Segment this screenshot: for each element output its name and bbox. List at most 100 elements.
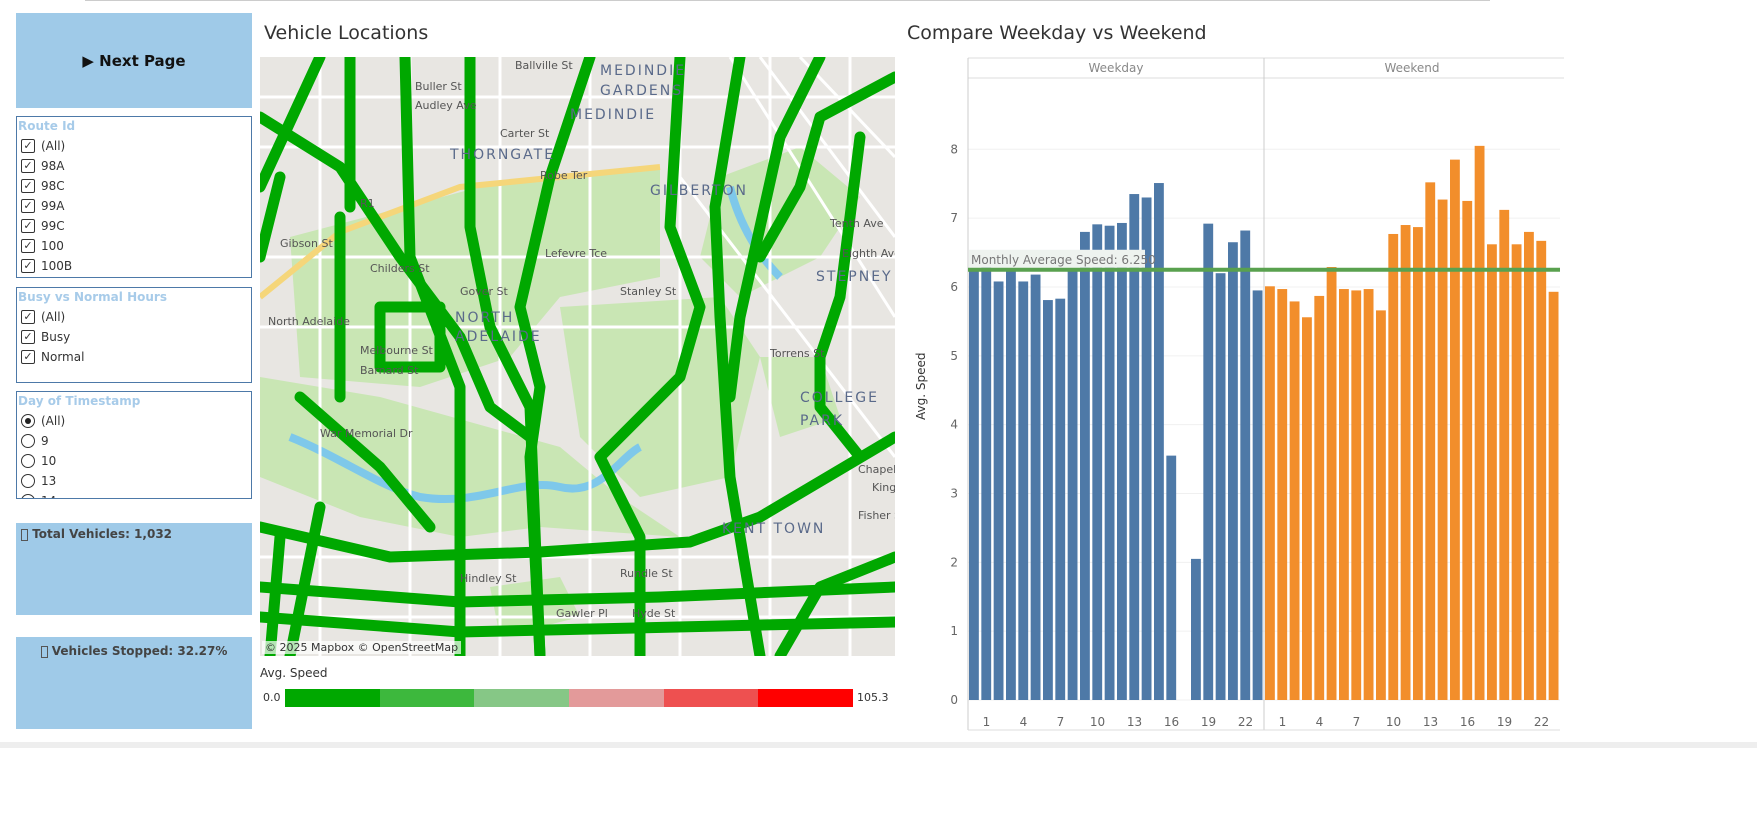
river [288, 186, 783, 504]
panel-header: Weekend [1384, 61, 1439, 75]
vehicle-location-map[interactable]: MEDINDIE GARDENS MEDINDIE THORNGATE GILBERTO… [260, 57, 895, 656]
bar-weekday-9 [1080, 231, 1090, 700]
bar-weekday-21 [1228, 242, 1238, 701]
map-label: Hindley St [460, 572, 517, 585]
filter-option[interactable]: ✓ (All) [17, 307, 251, 327]
map-label: Melbourne St [360, 344, 434, 357]
option-label: 9 [41, 434, 49, 448]
x-tick-label: 16 [1460, 715, 1475, 729]
reference-line-label: Monthly Average Speed: 6.250 [971, 253, 1156, 267]
filter-option[interactable]: 10 [17, 451, 251, 471]
checkbox-checked-icon[interactable]: ✓ [21, 350, 35, 364]
checkbox-checked-icon[interactable]: ✓ [21, 199, 35, 213]
legend-swatch [285, 689, 380, 707]
checkbox-checked-icon[interactable]: ✓ [21, 159, 35, 173]
filter-option[interactable]: ✓ 100 [17, 236, 251, 256]
bar-weekend-2 [1289, 301, 1300, 700]
bar-weekend-11 [1400, 225, 1411, 700]
radio-button[interactable] [21, 474, 35, 488]
bar-weekend-6 [1339, 289, 1349, 700]
map-label: MEDINDIE [600, 63, 686, 79]
filter-option[interactable]: ✓ (All) [17, 136, 251, 156]
checkbox-checked-icon[interactable]: ✓ [21, 179, 35, 193]
filter-option[interactable]: 14 [17, 491, 251, 498]
filter-option[interactable]: 9 [17, 431, 251, 451]
image-placeholder-icon [40, 645, 48, 658]
legend-swatch [569, 689, 664, 707]
bar-weekday-0 [969, 269, 979, 700]
x-tick-label: 4 [1020, 715, 1028, 729]
y-axis-title: Avg. Speed [914, 353, 928, 420]
radio-button[interactable] [21, 494, 35, 498]
map-attribution[interactable]: © 2025 Mapbox © OpenStreetMap [262, 641, 462, 654]
bar-weekday-4 [1018, 281, 1029, 700]
bar-weekend-4 [1314, 295, 1325, 700]
bar-weekday-2 [993, 281, 1004, 700]
checkbox-checked-icon[interactable]: ✓ [21, 310, 35, 324]
bar-weekend-16 [1462, 200, 1473, 700]
x-tick-label: 16 [1164, 715, 1179, 729]
filter-option[interactable]: ✓ 100B [17, 256, 251, 276]
checkbox-checked-icon[interactable]: ✓ [21, 139, 35, 153]
total-vehicles-text: Total Vehicles: 1,032 [32, 527, 173, 541]
bar-weekend-15 [1450, 159, 1460, 700]
bar-weekend-21 [1524, 231, 1534, 700]
option-label: Normal [41, 350, 85, 364]
checkbox-checked-icon[interactable]: ✓ [21, 219, 35, 233]
map-label: Eighth Ave [842, 247, 895, 260]
x-tick-label: 22 [1238, 715, 1253, 729]
bar-weekday-3 [1006, 268, 1016, 700]
legend-swatch [379, 689, 475, 707]
checkbox-checked-icon[interactable]: ✓ [21, 330, 35, 344]
radio-button[interactable] [21, 454, 35, 468]
legend-min: 0.0 [263, 691, 281, 704]
radio-button[interactable] [21, 434, 35, 448]
map-label: Robe Ter [540, 169, 588, 182]
filter-option[interactable]: ✓ 99A [17, 196, 251, 216]
legend-swatch [474, 689, 570, 707]
y-tick-label: 1 [950, 624, 958, 638]
x-tick-label: 13 [1423, 715, 1438, 729]
option-label: 98A [41, 159, 65, 173]
y-tick-label: 2 [950, 555, 958, 569]
map-label: COLLEGE [800, 390, 879, 406]
busy-normal-filter: Busy vs Normal Hours ✓ (All) ✓ Busy ✓ Normal [16, 287, 252, 383]
day-filter: Day of Timestamp (All) 9 10 13 14 [16, 391, 252, 499]
filter-option[interactable]: ✓ 99C [17, 216, 251, 236]
bar-weekday-13 [1129, 194, 1140, 700]
filter-title: Busy vs Normal Hours [18, 290, 167, 304]
filter-option[interactable]: ✓ Normal [17, 347, 251, 367]
bar-weekday-7 [1055, 298, 1066, 700]
checkbox-checked-icon[interactable]: ✓ [21, 259, 35, 273]
vehicle-route-traces [260, 57, 895, 656]
filter-option[interactable]: ✓ 98C [17, 176, 251, 196]
filter-option[interactable]: ✓ 98A [17, 156, 251, 176]
route-id-filter: Route Id ✓ (All) ✓ 98A ✓ 98C ✓ 99A ✓ 99C ✓ 100 ✓ 100B [16, 116, 252, 278]
next-page-button[interactable]: ▶ Next Page [16, 13, 252, 108]
x-tick-label: 7 [1057, 715, 1065, 729]
x-tick-label: 13 [1127, 715, 1142, 729]
map-label: GARDENS [600, 83, 683, 99]
bar-weekend-10 [1388, 233, 1399, 700]
bar-weekend-12 [1413, 227, 1423, 700]
image-placeholder-icon [21, 528, 28, 541]
map-label: MEDINDIE [570, 107, 656, 123]
map-label: Rundle St [620, 567, 673, 580]
bar-weekend-23 [1548, 291, 1559, 700]
radio-button[interactable] [21, 414, 35, 428]
map-label: THORNGATE [449, 147, 555, 163]
option-label: (All) [41, 139, 66, 153]
filter-title: Route Id [18, 119, 76, 133]
map-label: PARK [800, 413, 844, 429]
weekday-weekend-bar-chart: 0 1 2 3 4 5 6 7 8 Avg. Speed Weekday 1 4 7 10 13 16 19 22 W… [914, 57, 1564, 731]
bar-weekday-1 [981, 267, 992, 700]
checkbox-checked-icon[interactable]: ✓ [21, 239, 35, 253]
filter-option[interactable]: 13 [17, 471, 251, 491]
x-tick-label: 7 [1353, 715, 1361, 729]
y-tick-label: 0 [950, 693, 958, 707]
filter-option[interactable]: (All) [17, 411, 251, 431]
filter-option[interactable]: ✓ Busy [17, 327, 251, 347]
map-label: Barnard St [360, 364, 419, 377]
map-label: Tenth Ave [829, 217, 884, 230]
top-divider [85, 0, 1490, 1]
